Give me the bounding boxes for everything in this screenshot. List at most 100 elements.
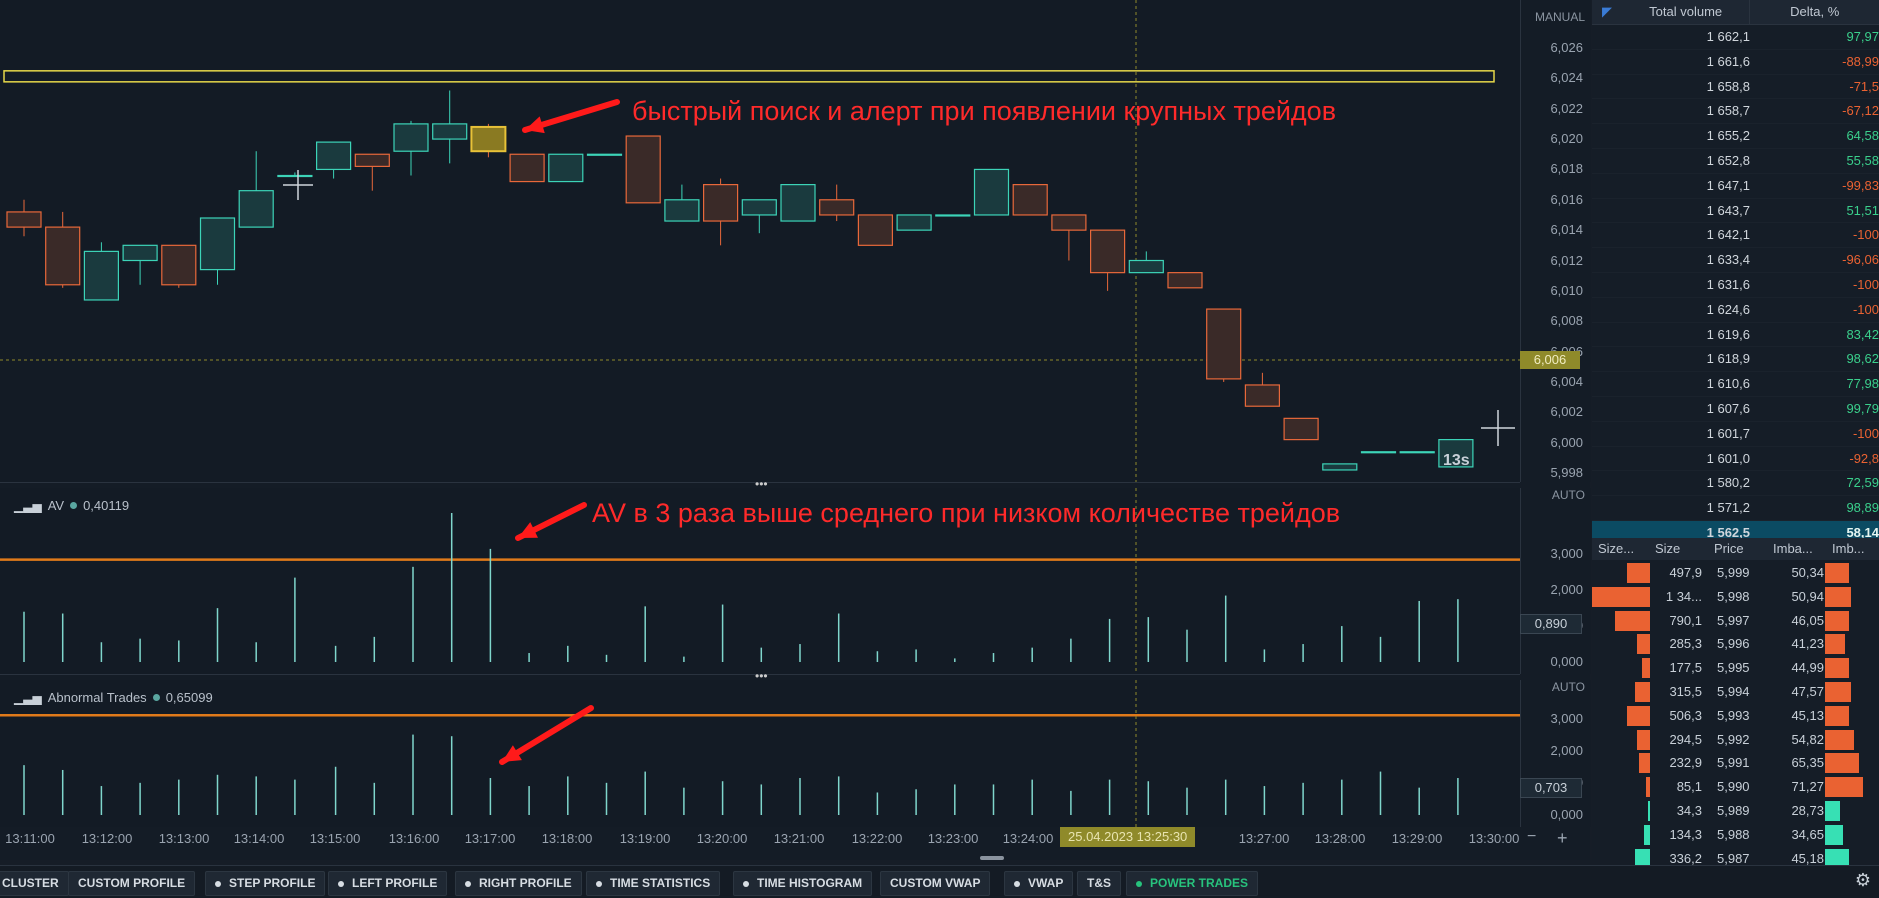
volume-row[interactable]: 1 643,7 51,51 <box>1592 199 1879 224</box>
volume-row[interactable]: 1 631,6 -100 <box>1592 273 1879 298</box>
time-axis[interactable]: 13:30:00 13:29:00 13:28:00 13:27:00 13:24:00… <box>0 827 1520 849</box>
volume-cell: 1 601,7 <box>1706 425 1750 441</box>
ab-axis-mode[interactable]: AUTO <box>1551 680 1585 694</box>
indicator-settings-icon[interactable]: ▁▃▅ <box>14 498 42 513</box>
volume-cell: 1 619,6 <box>1706 326 1750 342</box>
price-tick-label: 6,000 <box>1550 434 1583 450</box>
volume-row[interactable]: 1 601,0 -92,8 <box>1592 447 1879 472</box>
volume-row[interactable]: 1 580,2 72,59 <box>1592 471 1879 497</box>
scroll-handle[interactable] <box>980 856 1004 860</box>
toolbar-button-step-profile[interactable]: STEP PROFILE <box>205 871 326 896</box>
price-pane[interactable]: быстрый поиск и алерт при появлении круп… <box>0 0 1520 483</box>
volume-row[interactable]: 1 619,6 83,42 <box>1592 323 1879 348</box>
volume-row[interactable]: 1 601,7 -100 <box>1592 422 1879 447</box>
volume-row[interactable]: 1 647,1 -99,83 <box>1592 174 1879 199</box>
toolbar-button-label: POWER TRADES <box>1150 876 1249 890</box>
indicator-settings-icon-2[interactable]: ▁▃▅ <box>14 690 42 705</box>
ab-indicator-label[interactable]: ▁▃▅ Abnormal Trades 0,65099 <box>14 690 213 705</box>
tape-imbalance: 46,05 <box>1791 612 1824 628</box>
toolbar-button-t-s[interactable]: T&S <box>1077 871 1121 896</box>
tape-imbalance-bar <box>1825 634 1845 655</box>
total-volume-header[interactable]: Total volume <box>1649 4 1723 19</box>
volume-row[interactable]: 1 642,1 -100 <box>1592 223 1879 249</box>
tape-row[interactable]: 790,1 5,997 46,05 <box>1592 609 1879 633</box>
toolbar-button-right-profile[interactable]: RIGHT PROFILE <box>455 871 582 896</box>
zoom-in-icon[interactable]: + <box>1557 828 1568 848</box>
delta-cell: -100 <box>1852 425 1879 441</box>
tape-row[interactable]: 134,3 5,988 34,65 <box>1592 823 1879 847</box>
av-axis-mode[interactable]: AUTO <box>1551 488 1585 502</box>
tape-row[interactable]: 336,2 5,987 45,18 <box>1592 847 1879 871</box>
candle-body <box>1244 384 1281 407</box>
price-axis-mode[interactable]: MANUAL <box>1534 10 1585 24</box>
tape-row[interactable]: 497,9 5,999 50,34 <box>1592 561 1879 585</box>
tape-row[interactable]: 177,5 5,995 44,99 <box>1592 656 1879 680</box>
zoom-out-icon[interactable]: − <box>1527 828 1537 845</box>
toolbar-button-cluster[interactable]: CLUSTER <box>0 871 69 896</box>
toolbar-button-custom-vwap[interactable]: CUSTOM VWAP <box>880 871 991 896</box>
pane-resize-handle-2[interactable]: ••• <box>755 669 768 683</box>
volume-row[interactable]: 1 655,2 64,58 <box>1592 124 1879 149</box>
tape-col-size[interactable]: Size <box>1655 541 1681 556</box>
volume-row[interactable]: 1 658,8 -71,5 <box>1592 75 1879 100</box>
volume-row[interactable]: 1 658,7 -67,12 <box>1592 99 1879 125</box>
toolbar-button-label: T&S <box>1087 876 1111 890</box>
tape-row[interactable]: 232,9 5,991 65,35 <box>1592 751 1879 775</box>
volume-cell: 1 601,0 <box>1706 450 1750 466</box>
settings-gear-icon[interactable]: ⚙ <box>1854 870 1871 890</box>
volume-row[interactable]: 1 633,4 -96,06 <box>1592 248 1879 273</box>
tape-row[interactable]: 285,3 5,996 41,23 <box>1592 632 1879 656</box>
tape-col-imbbar[interactable]: Imb... <box>1832 541 1865 556</box>
price-chart-svg[interactable] <box>0 0 1520 482</box>
volume-row[interactable]: 1 662,1 97,97 <box>1592 25 1879 50</box>
tape-row[interactable]: 85,1 5,990 71,27 <box>1592 775 1879 799</box>
delta-header[interactable]: Delta, % <box>1749 0 1879 24</box>
tape-imbalance-bar <box>1825 729 1854 750</box>
tape-row[interactable]: 1 34... 5,998 50,94 <box>1591 585 1879 609</box>
tape-row[interactable]: 315,5 5,994 47,57 <box>1592 680 1879 704</box>
chart-area[interactable]: быстрый поиск и алерт при появлении круп… <box>0 0 1591 860</box>
table-corner-icon[interactable]: ◤ <box>1601 4 1612 19</box>
price-tick-label: 6,020 <box>1550 131 1583 147</box>
volume-row[interactable]: 1 618,9 98,62 <box>1592 347 1879 373</box>
tape-row[interactable]: 506,3 5,993 45,13 <box>1592 704 1879 728</box>
time-label: 13:17:00 <box>464 831 516 846</box>
tape-row[interactable]: 294,5 5,992 54,82 <box>1592 728 1879 752</box>
av-chart-svg <box>0 488 1520 674</box>
tape-imbalance: 50,94 <box>1791 588 1824 604</box>
annotation-arrow-1-head <box>525 116 545 134</box>
volume-row[interactable]: 1 571,2 98,89 <box>1592 496 1879 521</box>
volume-cell: 1 607,6 <box>1706 400 1750 416</box>
av-indicator-label[interactable]: ▁▃▅ AV 0,40119 <box>14 498 129 513</box>
candle-body <box>973 168 1010 216</box>
time-label: 13:28:00 <box>1314 831 1366 846</box>
candle-body <box>1322 463 1358 471</box>
volume-row[interactable]: 1 610,6 77,98 <box>1592 372 1879 397</box>
tape-size-bar <box>1636 729 1650 750</box>
toolbar-button-time-statistics[interactable]: TIME STATISTICS <box>586 871 721 896</box>
volume-row[interactable]: 1 624,6 -100 <box>1592 298 1879 323</box>
toolbar-button-custom-profile[interactable]: CUSTOM PROFILE <box>68 871 196 896</box>
toolbar-button-power-trades[interactable]: POWER TRADES <box>1126 871 1259 896</box>
tape-row[interactable]: 34,3 5,989 28,73 <box>1592 799 1879 823</box>
toolbar-button-time-histogram[interactable]: TIME HISTOGRAM <box>733 871 873 896</box>
toggle-dot-icon <box>215 880 221 887</box>
volume-row[interactable]: 1 607,6 99,79 <box>1592 397 1879 422</box>
candle-body <box>432 123 468 140</box>
tape-col-price[interactable]: Price <box>1714 541 1744 556</box>
tape-col-imba[interactable]: Imba... <box>1773 541 1813 556</box>
av-indicator-pane[interactable]: ▁▃▅ AV 0,40119 AV в 3 раза выше среднего… <box>0 488 1520 675</box>
tape-col-sizebar[interactable]: Size... <box>1598 541 1635 556</box>
price-axis[interactable]: MANUAL 6,026 6,024 6,022 6,020 6,018 6,016 6,0… <box>1520 0 1591 482</box>
pane-resize-handle[interactable]: ••• <box>755 477 768 491</box>
toolbar-button-left-profile[interactable]: LEFT PROFILE <box>328 871 448 896</box>
toolbar-button-label: TIME STATISTICS <box>610 876 711 890</box>
volume-row[interactable]: 1 652,8 55,58 <box>1592 149 1879 174</box>
delta-cell: -100 <box>1852 276 1879 292</box>
abnormal-trades-pane[interactable]: ▁▃▅ Abnormal Trades 0,65099 <box>0 680 1520 828</box>
volume-row[interactable]: 1 661,6 -88,99 <box>1592 50 1879 75</box>
toolbar-button-vwap[interactable]: VWAP <box>1004 871 1074 896</box>
time-label: 13:20:00 <box>696 831 748 846</box>
